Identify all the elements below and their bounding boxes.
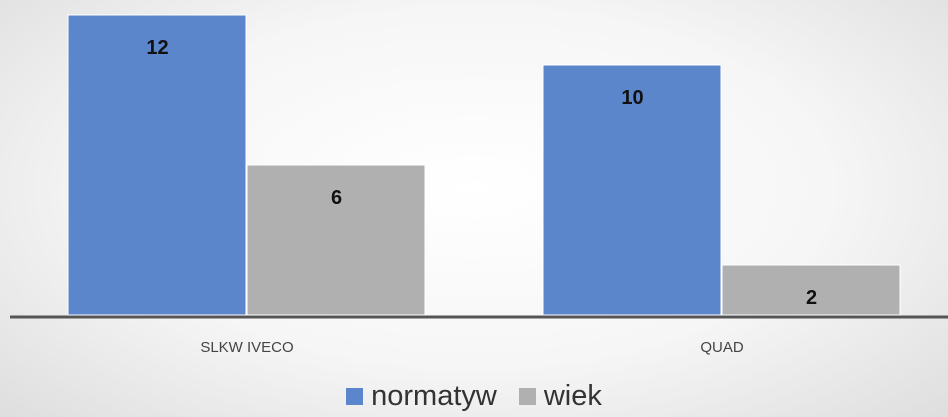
data-label-wiek-0: 6 (331, 187, 342, 209)
data-label-normatyw-0: 12 (146, 37, 168, 59)
legend-item-normatyw: normatyw (346, 379, 497, 412)
legend-item-wiek: wiek (518, 379, 602, 412)
bar-normatyw-1 (542, 64, 722, 316)
legend-swatch-wiek (518, 387, 536, 405)
category-labels-layer: SLKW IVECO QUAD (200, 339, 744, 356)
legend-label-wiek: wiek (543, 379, 602, 412)
bar-wiek-0 (246, 164, 426, 316)
category-label-0: SLKW IVECO (200, 339, 293, 356)
bar-normatyw-0 (67, 14, 247, 316)
legend: normatyw wiek (0, 378, 948, 414)
data-label-normatyw-1: 10 (621, 87, 643, 109)
category-label-1: QUAD (700, 339, 744, 356)
data-labels-layer: 12 6 10 2 (146, 37, 817, 309)
data-label-wiek-1: 2 (806, 287, 817, 309)
bars-layer (67, 14, 901, 316)
legend-label-normatyw: normatyw (371, 379, 497, 412)
legend-swatch-normatyw (346, 387, 364, 405)
bar-wiek-1 (721, 264, 901, 316)
